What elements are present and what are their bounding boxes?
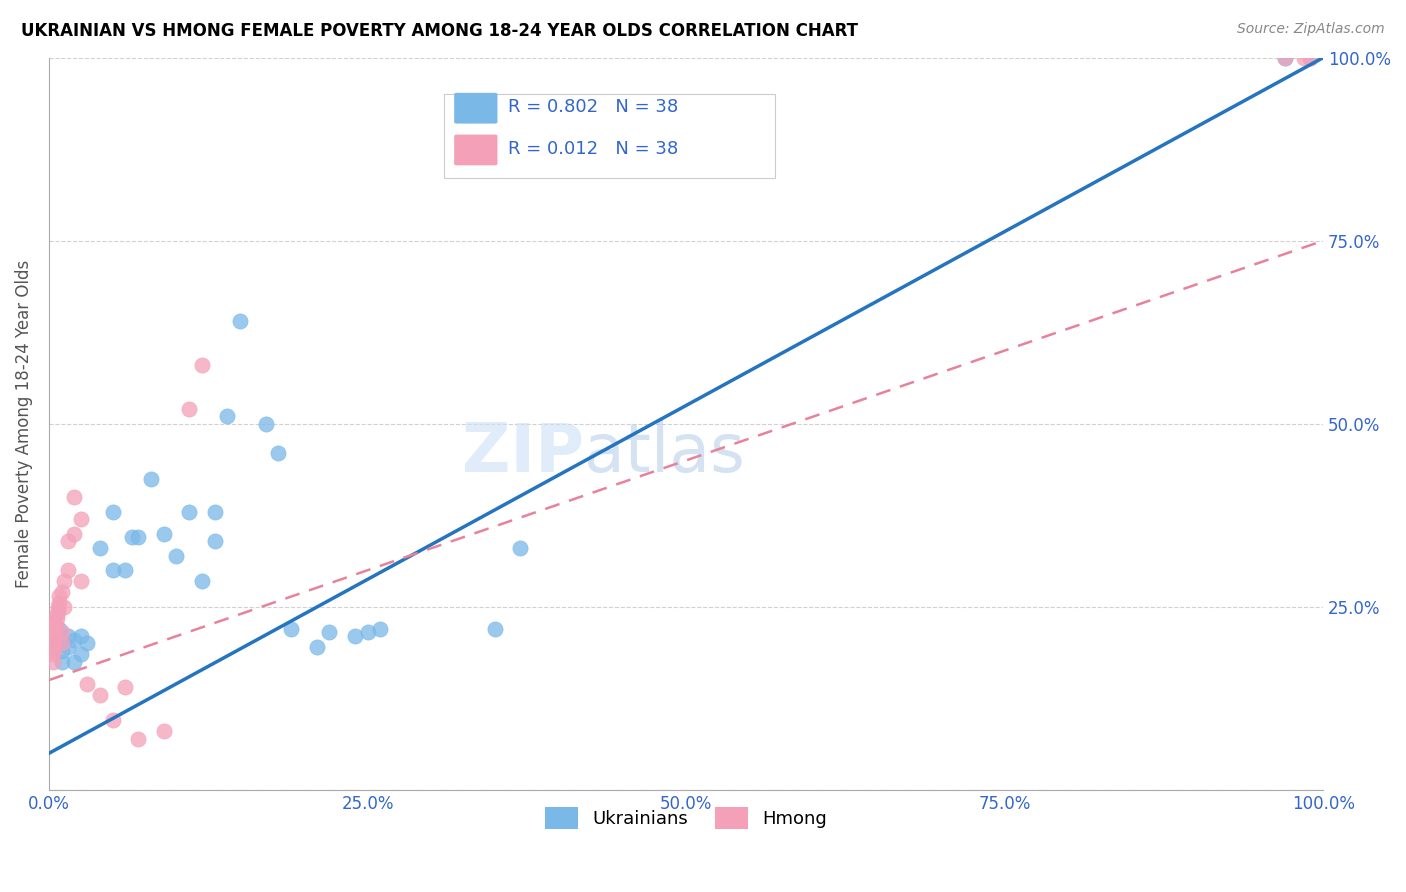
Point [101, 505, 124, 519]
Point [53, 574, 76, 589]
Point [217, 409, 239, 424]
Point [46, 599, 69, 614]
Point [368, 622, 391, 636]
Point [56, 640, 79, 654]
Text: R = 0.012   N = 38: R = 0.012 N = 38 [508, 140, 678, 158]
Point [204, 505, 226, 519]
Point [51, 585, 73, 599]
Point [56, 563, 79, 577]
Point [69, 574, 91, 589]
Point [69, 512, 91, 526]
Point [45, 607, 67, 622]
Point [127, 530, 149, 544]
Point [152, 526, 174, 541]
Text: R = 0.802   N = 38: R = 0.802 N = 38 [508, 98, 678, 117]
Point [42, 640, 65, 654]
Point [56, 533, 79, 548]
FancyBboxPatch shape [444, 95, 775, 178]
FancyBboxPatch shape [454, 135, 498, 165]
Point [165, 549, 187, 563]
Point [121, 530, 143, 544]
Point [51, 655, 73, 669]
Point [267, 446, 290, 460]
Point [53, 599, 76, 614]
Point [114, 563, 136, 577]
Point [1299, 51, 1322, 65]
Point [46, 603, 69, 617]
Point [63, 490, 86, 504]
Point [318, 625, 340, 640]
Point [204, 533, 226, 548]
Point [63, 655, 86, 669]
Point [152, 724, 174, 739]
Point [280, 622, 302, 636]
Point [56, 629, 79, 643]
Point [44, 636, 66, 650]
Point [179, 505, 201, 519]
Text: atlas: atlas [583, 420, 745, 486]
Point [42, 644, 65, 658]
Point [42, 636, 65, 650]
Point [42, 655, 65, 669]
Point [89, 688, 111, 702]
Legend: Ukrainians, Hmong: Ukrainians, Hmong [538, 799, 834, 836]
Point [305, 640, 328, 654]
Point [179, 402, 201, 417]
Point [1292, 51, 1315, 65]
Point [42, 625, 65, 640]
Point [76, 636, 98, 650]
Y-axis label: Female Poverty Among 18-24 Year Olds: Female Poverty Among 18-24 Year Olds [15, 260, 32, 588]
Point [1274, 51, 1296, 65]
Point [44, 615, 66, 629]
Point [69, 648, 91, 662]
Point [89, 541, 111, 556]
Point [114, 681, 136, 695]
Point [484, 622, 506, 636]
Text: UKRAINIAN VS HMONG FEMALE POVERTY AMONG 18-24 YEAR OLDS CORRELATION CHART: UKRAINIAN VS HMONG FEMALE POVERTY AMONG … [21, 22, 858, 40]
Point [1299, 51, 1322, 65]
Point [76, 677, 98, 691]
Point [509, 541, 531, 556]
Point [127, 731, 149, 746]
Point [48, 596, 70, 610]
Text: ZIP: ZIP [463, 420, 583, 486]
Point [63, 526, 86, 541]
Point [51, 625, 73, 640]
Point [356, 625, 378, 640]
FancyBboxPatch shape [454, 93, 498, 124]
Point [45, 611, 67, 625]
Point [44, 618, 66, 632]
Point [101, 714, 124, 728]
Point [69, 629, 91, 643]
Text: Source: ZipAtlas.com: Source: ZipAtlas.com [1237, 22, 1385, 37]
Point [254, 417, 277, 431]
Point [63, 632, 86, 647]
Point [101, 563, 124, 577]
Point [1274, 51, 1296, 65]
Point [48, 589, 70, 603]
Point [139, 472, 162, 486]
Point [48, 622, 70, 636]
Point [51, 636, 73, 650]
Point [51, 644, 73, 658]
Point [191, 574, 214, 589]
Point [343, 629, 366, 643]
Point [42, 648, 65, 662]
Point [229, 314, 252, 328]
Point [44, 622, 66, 636]
Point [42, 629, 65, 643]
Point [191, 358, 214, 372]
